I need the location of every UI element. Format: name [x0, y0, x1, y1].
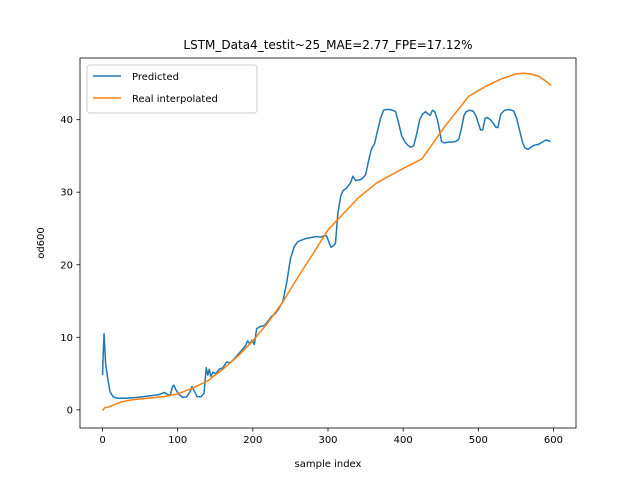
y-tick-label: 20 [60, 260, 73, 271]
x-tick-label: 400 [394, 435, 413, 446]
x-tick-label: 300 [318, 435, 337, 446]
x-tick-label: 500 [469, 435, 488, 446]
chart-title: LSTM_Data4_testit~25_MAE=2.77_FPE=17.12% [183, 38, 472, 52]
x-axis-label: sample index [295, 459, 362, 470]
x-tick-label: 600 [544, 435, 563, 446]
tick-layer: 0 100 200 300 400 500 600 0 10 20 30 40 [60, 115, 563, 446]
series-line-real-interpolated [101, 72, 552, 412]
y-axis-label: od600 [36, 227, 47, 259]
y-tick-label: 40 [60, 115, 73, 126]
y-tick-label: 30 [60, 188, 73, 199]
y-tick-label: 0 [67, 405, 73, 416]
y-tick-label: 10 [60, 333, 73, 344]
legend-label-real-interpolated: Real interpolated [132, 94, 218, 105]
series-layer [101, 72, 552, 412]
x-tick-label: 0 [99, 435, 105, 446]
x-tick-label: 200 [243, 435, 262, 446]
series-line-predicted [101, 108, 551, 399]
x-tick-label: 100 [168, 435, 187, 446]
legend-box [86, 64, 258, 114]
legend-label-predicted: Predicted [132, 72, 179, 83]
plot-frame [79, 57, 577, 429]
legend: Predicted Real interpolated [86, 64, 258, 114]
